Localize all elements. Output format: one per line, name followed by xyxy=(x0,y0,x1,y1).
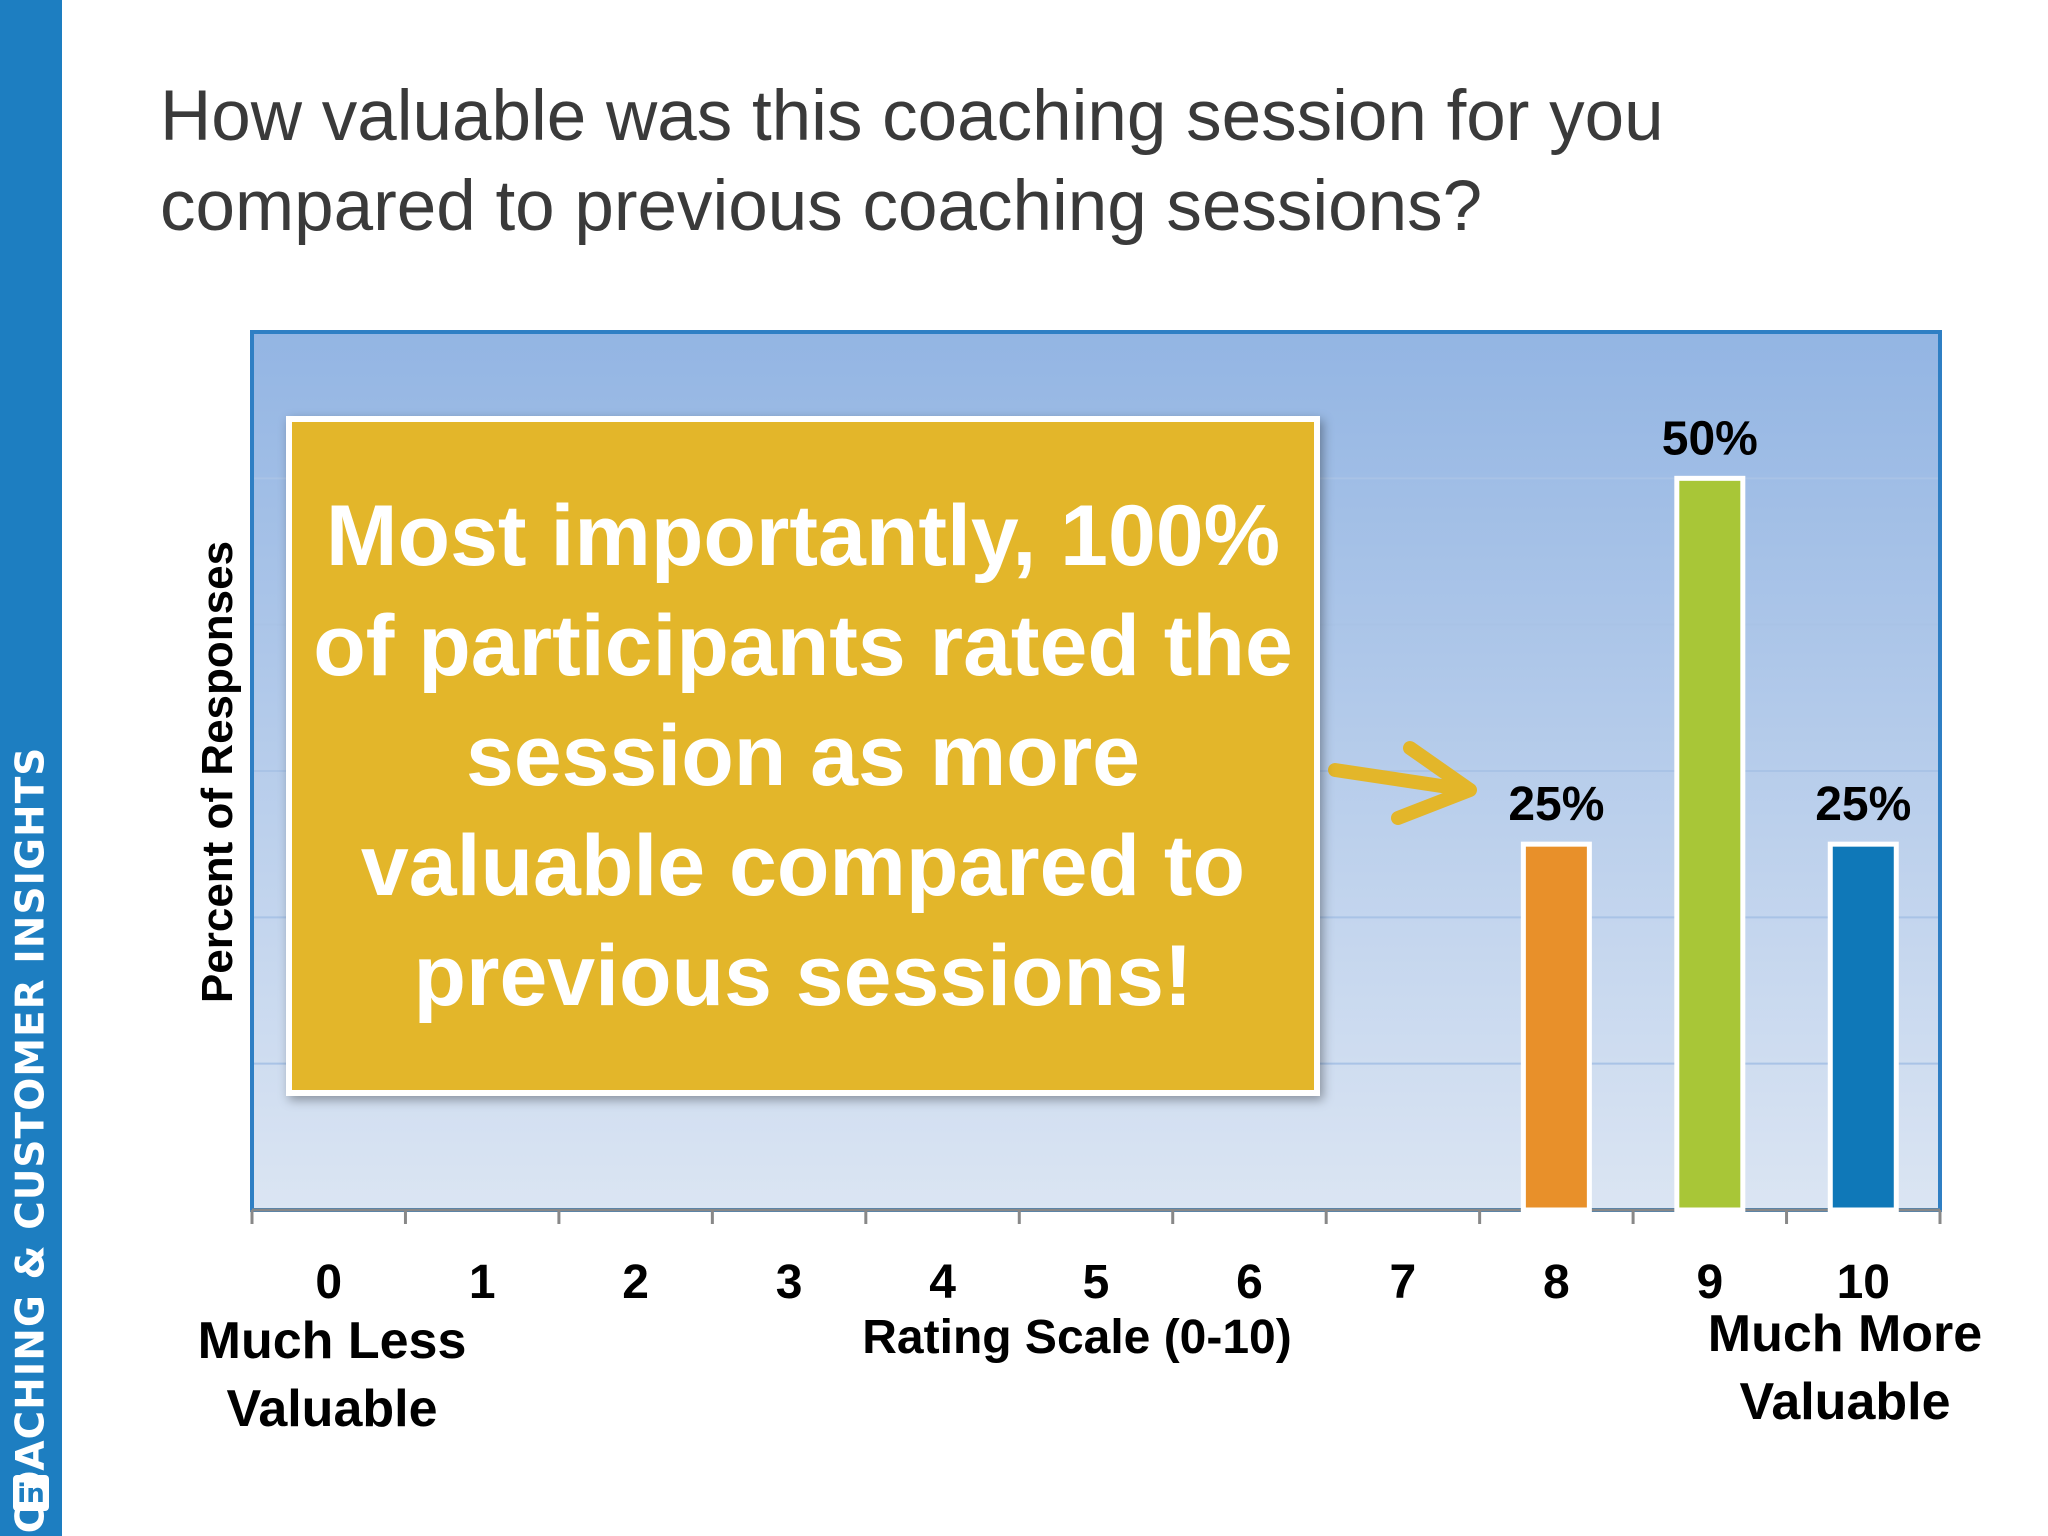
callout-text: Most importantly, 100% of participants r… xyxy=(313,488,1293,1024)
slide-title: How valuable was this coaching session f… xyxy=(160,77,1664,246)
linkedin-icon: in xyxy=(13,1475,49,1511)
x-tick-label: 3 xyxy=(776,1256,803,1309)
scale-end-label-right: Much More Valuable xyxy=(1707,1305,1983,1431)
x-tick-label: 8 xyxy=(1543,1256,1570,1309)
x-axis-label: Rating Scale (0-10) xyxy=(862,1311,1292,1364)
x-tick-label: 6 xyxy=(1236,1256,1263,1309)
bar xyxy=(1674,475,1746,1213)
x-tick-label: 2 xyxy=(622,1256,649,1309)
data-label: 25% xyxy=(1508,778,1604,831)
arrow-icon xyxy=(1328,763,1475,797)
bar xyxy=(1827,841,1899,1213)
bar xyxy=(1520,841,1592,1213)
x-tick-label: 4 xyxy=(929,1256,956,1309)
arrow-head-icon xyxy=(1391,741,1477,825)
data-label: 50% xyxy=(1662,412,1758,465)
brand: COACHING & CUSTOMER INSIGHTS in xyxy=(0,0,62,1536)
callout-box: Most importantly, 100% of participants r… xyxy=(286,416,1320,1096)
x-tick-label: 0 xyxy=(315,1256,342,1309)
x-tick-label: 10 xyxy=(1837,1256,1890,1309)
scale-end-label-left: Much Less Valuable xyxy=(197,1312,467,1438)
y-axis-label: Percent of Responses xyxy=(193,540,242,1004)
x-tick-label: 5 xyxy=(1083,1256,1110,1309)
x-tick-label: 7 xyxy=(1390,1256,1417,1309)
sidebar-band xyxy=(0,0,62,1536)
data-label: 25% xyxy=(1815,778,1911,831)
x-tick-label: 1 xyxy=(469,1256,496,1309)
x-tick-label: 9 xyxy=(1696,1256,1723,1309)
